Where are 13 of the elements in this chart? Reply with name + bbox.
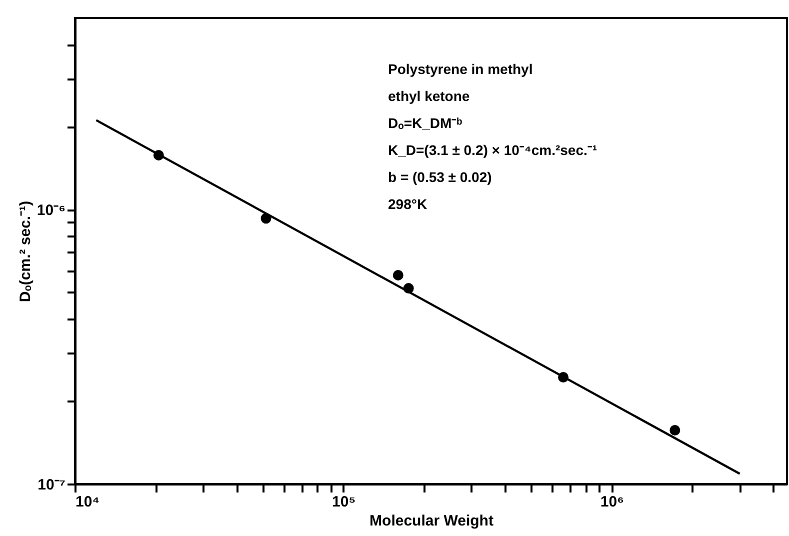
y-tick-label: 10⁻⁶: [36, 202, 66, 220]
y-tick-label: 10⁻⁷: [38, 476, 66, 494]
annotation: ethyl ketone: [388, 88, 470, 104]
x-tick-label: 10⁵: [332, 494, 356, 510]
annotation: K_D=(3.1 ± 0.2) × 10⁻⁴cm.²sec.⁻¹: [388, 142, 598, 158]
x-tick-label: 10⁶: [600, 494, 624, 510]
annotation: 298°K: [388, 196, 428, 212]
x-axis-title: Molecular Weight: [370, 512, 494, 530]
x-tick-label: 10⁴: [76, 494, 100, 510]
annotation: b = (0.53 ± 0.02): [388, 169, 492, 185]
y-axis-title: Dₒ(cm.² sec.⁻¹): [16, 200, 34, 302]
annotation: Polystyrene in methyl: [388, 61, 533, 77]
annotation: Dₒ=K_DM⁻ᵇ: [388, 115, 463, 131]
